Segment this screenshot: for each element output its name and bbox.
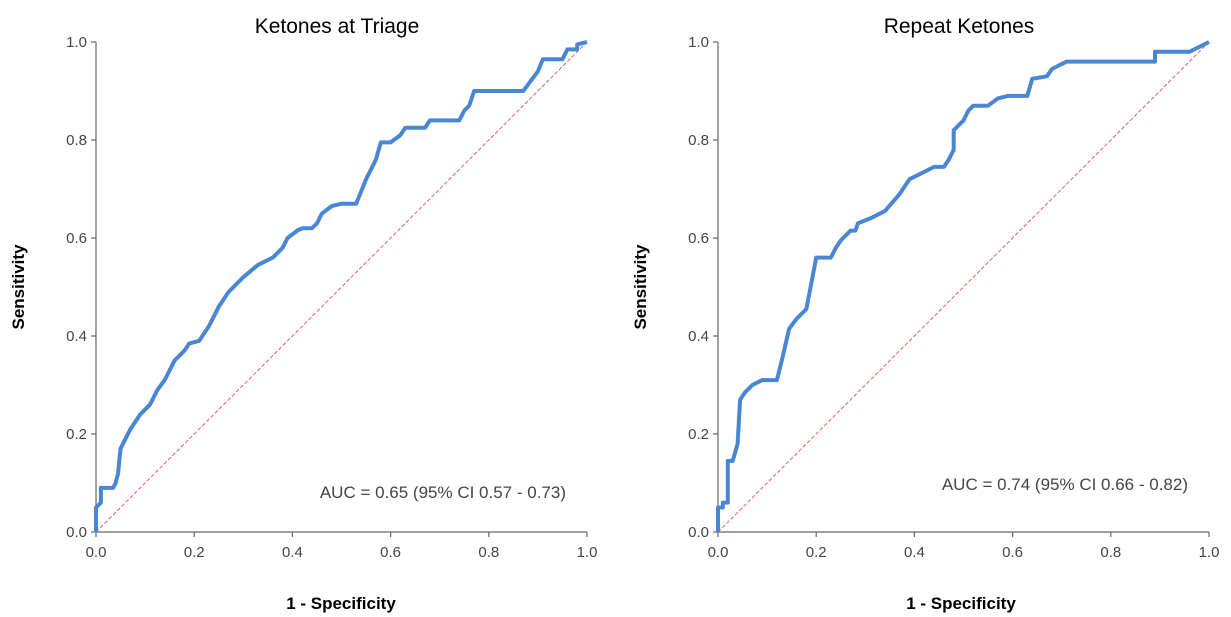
y-tick-label: 1.0 bbox=[66, 34, 87, 51]
x-axis-label: 1 - Specificity bbox=[906, 594, 1016, 613]
y-tick-label: 0.4 bbox=[688, 328, 709, 345]
y-axis-label: Sensitivity bbox=[9, 244, 28, 330]
x-tick-label: 1.0 bbox=[577, 544, 598, 561]
chart-title: Ketones at Triage bbox=[255, 15, 420, 38]
x-tick-label: 0.0 bbox=[86, 544, 107, 561]
x-tick-label: 0.4 bbox=[282, 544, 303, 561]
y-tick-label: 0.6 bbox=[66, 230, 87, 247]
x-tick-label: 0.4 bbox=[904, 544, 925, 561]
x-tick-label: 0.8 bbox=[1100, 544, 1121, 561]
y-tick-label: 0.2 bbox=[688, 426, 709, 443]
y-tick-label: 0.2 bbox=[66, 426, 87, 443]
x-axis-label: 1 - Specificity bbox=[286, 594, 396, 613]
x-tick-label: 1.0 bbox=[1199, 544, 1220, 561]
y-tick-label: 0.4 bbox=[66, 328, 87, 345]
x-tick-label: 0.6 bbox=[1002, 544, 1023, 561]
auc-annotation: AUC = 0.74 (95% CI 0.66 - 0.82) bbox=[942, 475, 1188, 494]
reference-line bbox=[717, 41, 1210, 533]
x-tick-label: 0.8 bbox=[478, 544, 499, 561]
y-tick-label: 0.8 bbox=[688, 132, 709, 149]
y-tick-label: 1.0 bbox=[688, 34, 709, 51]
chart-title: Repeat Ketones bbox=[884, 15, 1035, 38]
roc-curve-line bbox=[94, 40, 588, 532]
x-tick-label: 0.0 bbox=[708, 544, 729, 561]
auc-annotation: AUC = 0.65 (95% CI 0.57 - 0.73) bbox=[320, 483, 566, 502]
roc-curve-line bbox=[716, 40, 1210, 532]
reference-line bbox=[95, 41, 588, 533]
y-tick-label: 0.8 bbox=[66, 132, 87, 149]
y-axis-label: Sensitivity bbox=[631, 244, 650, 330]
chart-panel-1: Ketones at Triage 0.0 0.2 0.4 0.6 0.8 1.0 0.0 0.… bbox=[9, 15, 597, 613]
y-tick-label: 0.6 bbox=[688, 230, 709, 247]
x-tick-label: 0.2 bbox=[806, 544, 827, 561]
y-tick-label: 0.0 bbox=[688, 524, 709, 541]
x-tick-label: 0.2 bbox=[184, 544, 205, 561]
x-tick-label: 0.6 bbox=[380, 544, 401, 561]
y-tick-label: 0.0 bbox=[66, 524, 87, 541]
chart-panel-2: Repeat Ketones 0.0 0.2 0.4 0.6 0.8 1.0 0.0 0.2 0.… bbox=[631, 15, 1219, 613]
